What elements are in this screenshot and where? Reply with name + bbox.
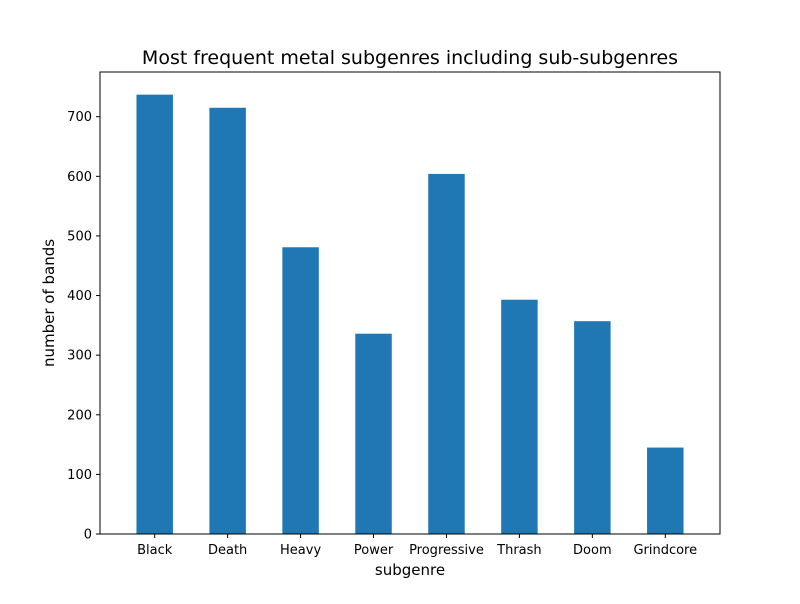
y-tick-label: 300	[67, 349, 92, 364]
y-tick-label: 500	[67, 229, 92, 244]
bar-black	[136, 94, 173, 535]
chart-title: Most frequent metal subgenres including …	[142, 47, 678, 69]
x-tick-label: Power	[354, 543, 394, 558]
plot-frame	[99, 71, 721, 535]
bar-death	[209, 107, 246, 535]
x-tick-label: Death	[208, 543, 247, 558]
bar-heavy	[282, 247, 319, 534]
bar-progressive	[428, 173, 465, 534]
x-tick-label: Grindcore	[633, 543, 697, 558]
bar-power	[355, 333, 392, 534]
x-tick-label: Black	[137, 543, 173, 558]
y-tick-label: 0	[84, 528, 92, 543]
y-tick-label: 400	[67, 289, 92, 304]
x-tick-label: Thrash	[496, 543, 542, 558]
y-tick-label: 600	[67, 170, 92, 185]
x-axis-label: subgenre	[375, 561, 445, 579]
bar-doom	[574, 321, 611, 534]
y-tick-label: 700	[67, 110, 92, 125]
y-axis: 0 100 200 300 400 500 600 700	[67, 110, 100, 543]
bar-grindcore	[647, 447, 684, 534]
x-tick-label: Doom	[573, 543, 612, 558]
bar-thrash	[501, 299, 538, 534]
y-tick-label: 100	[67, 468, 92, 483]
y-tick-label: 200	[67, 408, 92, 423]
y-axis-label: number of bands	[40, 239, 58, 367]
x-tick-label: Heavy	[280, 543, 321, 558]
x-tick-label: Progressive	[409, 543, 484, 558]
bars-layer	[136, 94, 684, 535]
x-axis: Black Death Heavy Power Progressive Thrash Doo…	[137, 534, 697, 558]
